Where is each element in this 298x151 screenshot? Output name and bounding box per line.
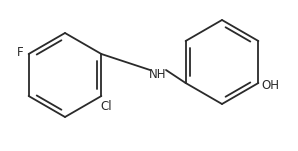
Text: NH: NH (149, 67, 167, 80)
Text: F: F (17, 45, 24, 58)
Text: Cl: Cl (100, 100, 112, 112)
Text: OH: OH (261, 79, 279, 92)
